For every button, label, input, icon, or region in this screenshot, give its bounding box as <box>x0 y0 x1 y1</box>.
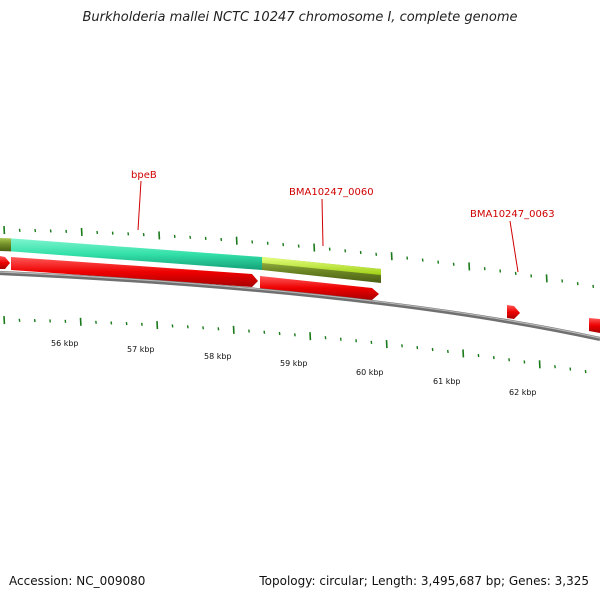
cds-arrow-bpeB <box>11 257 258 287</box>
leader-bpeB <box>137 180 142 231</box>
leader-0063 <box>509 220 519 273</box>
scale-labels: 56 kbp 57 kbp 58 kbp 59 kbp 60 kbp 61 kb… <box>51 339 537 397</box>
scale-label-57: 57 kbp <box>127 345 155 354</box>
genome-backbone <box>0 270 600 342</box>
scale-label-60: 60 kbp <box>356 368 384 377</box>
gene-labels: bpeB BMA10247_0060 BMA10247_0063 <box>131 170 555 273</box>
cds-track <box>0 256 600 333</box>
genome-summary-text: Topology: circular; Length: 3,495,687 bp… <box>259 574 589 588</box>
outer-tick-ring <box>3 226 595 288</box>
cds-arrow-0063 <box>507 305 520 319</box>
gene-label-bpeB: bpeB <box>131 170 157 181</box>
feature-teal-bpeB <box>11 238 262 270</box>
accession-text: Accession: NC_009080 <box>9 574 146 588</box>
feature-track <box>0 238 381 283</box>
gene-label-0063: BMA10247_0063 <box>470 209 555 220</box>
scale-label-59: 59 kbp <box>280 359 308 368</box>
scale-label-62: 62 kbp <box>509 388 537 397</box>
leader-0060 <box>321 198 324 247</box>
gene-label-0060: BMA10247_0060 <box>289 187 374 198</box>
cds-arrow-left <box>0 256 10 269</box>
genome-backbone-highlight <box>0 271 600 339</box>
feature-lime-0060 <box>262 257 381 275</box>
scale-label-56: 56 kbp <box>51 339 79 348</box>
map-title: Burkholderia mallei NCTC 10247 chromosom… <box>82 10 518 25</box>
scale-label-58: 58 kbp <box>204 352 232 361</box>
scale-tick-ring <box>3 316 587 374</box>
feature-olive-left <box>0 238 11 252</box>
cds-arrow-right <box>589 318 600 333</box>
cds-arrow-0060 <box>260 276 379 300</box>
scale-label-61: 61 kbp <box>433 377 461 386</box>
